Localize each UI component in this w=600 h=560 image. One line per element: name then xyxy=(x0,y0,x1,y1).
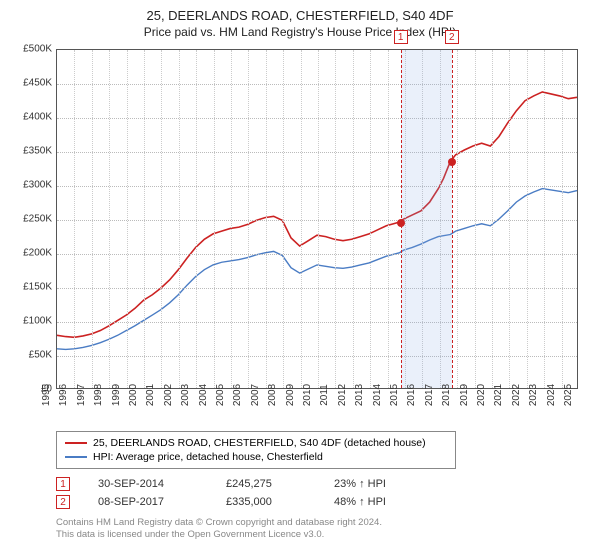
gridline-h xyxy=(57,118,577,119)
gridline-v xyxy=(127,50,128,388)
legend-swatch xyxy=(65,456,87,458)
gridline-v xyxy=(492,50,493,388)
sale-price: £335,000 xyxy=(226,496,306,508)
series-hpi xyxy=(57,189,577,350)
footer-line-1: Contains HM Land Registry data © Crown c… xyxy=(56,517,588,529)
shaded-interval xyxy=(401,50,452,388)
line-series-svg xyxy=(57,50,577,388)
gridline-v xyxy=(562,50,563,388)
legend-box: 25, DEERLANDS ROAD, CHESTERFIELD, S40 4D… xyxy=(56,431,456,469)
sale-index-box: 2 xyxy=(56,495,70,509)
sale-hpi-delta: 23% ↑ HPI xyxy=(334,478,424,490)
gridline-h xyxy=(57,288,577,289)
gridline-v xyxy=(179,50,180,388)
y-tick-label: £300K xyxy=(23,180,52,191)
y-tick-label: £150K xyxy=(23,282,52,293)
sales-table: 1 30-SEP-2014 £245,275 23% ↑ HPI 2 08-SEP-201… xyxy=(56,475,588,511)
reference-line xyxy=(452,50,453,388)
y-tick-label: £500K xyxy=(23,44,52,55)
sale-date: 08-SEP-2017 xyxy=(98,496,198,508)
sale-hpi-delta: 48% ↑ HPI xyxy=(334,496,424,508)
gridline-v xyxy=(196,50,197,388)
gridline-v xyxy=(544,50,545,388)
gridline-h xyxy=(57,152,577,153)
gridline-h xyxy=(57,322,577,323)
sale-row: 2 08-SEP-2017 £335,000 48% ↑ HPI xyxy=(56,493,588,511)
gridline-v xyxy=(335,50,336,388)
legend-label: 25, DEERLANDS ROAD, CHESTERFIELD, S40 4D… xyxy=(93,437,426,449)
figure-container: 25, DEERLANDS ROAD, CHESTERFIELD, S40 4D… xyxy=(0,0,600,560)
gridline-v xyxy=(283,50,284,388)
gridline-v xyxy=(161,50,162,388)
sale-point xyxy=(397,219,405,227)
x-axis: 1995199619971998199920002001200220032004… xyxy=(56,391,578,425)
reference-marker-box: 2 xyxy=(445,30,459,44)
y-tick-label: £450K xyxy=(23,78,52,89)
gridline-v xyxy=(509,50,510,388)
gridline-v xyxy=(475,50,476,388)
gridline-h xyxy=(57,254,577,255)
y-axis: £0£50K£100K£150K£200K£250K£300K£350K£400… xyxy=(12,49,54,389)
gridline-v xyxy=(318,50,319,388)
sale-point xyxy=(448,158,456,166)
gridline-v xyxy=(144,50,145,388)
legend-swatch xyxy=(65,442,87,444)
gridline-v xyxy=(527,50,528,388)
chart-area: £0£50K£100K£150K£200K£250K£300K£350K£400… xyxy=(12,45,588,425)
gridline-v xyxy=(248,50,249,388)
legend-label: HPI: Average price, detached house, Ches… xyxy=(93,451,323,463)
footer-attribution: Contains HM Land Registry data © Crown c… xyxy=(56,517,588,541)
y-tick-label: £100K xyxy=(23,316,52,327)
gridline-v xyxy=(353,50,354,388)
legend-item: HPI: Average price, detached house, Ches… xyxy=(65,450,447,464)
y-tick-label: £50K xyxy=(29,350,52,361)
y-tick-label: £400K xyxy=(23,112,52,123)
sale-row: 1 30-SEP-2014 £245,275 23% ↑ HPI xyxy=(56,475,588,493)
gridline-v xyxy=(92,50,93,388)
plot-region: 12 xyxy=(56,49,578,389)
gridline-v xyxy=(214,50,215,388)
chart-subtitle: Price paid vs. HM Land Registry's House … xyxy=(12,25,588,39)
gridline-v xyxy=(231,50,232,388)
gridline-h xyxy=(57,356,577,357)
gridline-v xyxy=(266,50,267,388)
x-tick-label: 2025 xyxy=(563,384,593,406)
gridline-v xyxy=(109,50,110,388)
gridline-v xyxy=(457,50,458,388)
reference-marker-box: 1 xyxy=(394,30,408,44)
gridline-h xyxy=(57,186,577,187)
chart-title: 25, DEERLANDS ROAD, CHESTERFIELD, S40 4D… xyxy=(12,8,588,23)
legend-item: 25, DEERLANDS ROAD, CHESTERFIELD, S40 4D… xyxy=(65,436,447,450)
gridline-v xyxy=(74,50,75,388)
series-price_paid xyxy=(57,92,577,337)
gridline-h xyxy=(57,84,577,85)
gridline-v xyxy=(301,50,302,388)
y-tick-label: £200K xyxy=(23,248,52,259)
gridline-v xyxy=(370,50,371,388)
gridline-h xyxy=(57,220,577,221)
footer-line-2: This data is licensed under the Open Gov… xyxy=(56,529,588,541)
sale-index-box: 1 xyxy=(56,477,70,491)
y-tick-label: £250K xyxy=(23,214,52,225)
sale-price: £245,275 xyxy=(226,478,306,490)
gridline-v xyxy=(388,50,389,388)
sale-date: 30-SEP-2014 xyxy=(98,478,198,490)
y-tick-label: £350K xyxy=(23,146,52,157)
